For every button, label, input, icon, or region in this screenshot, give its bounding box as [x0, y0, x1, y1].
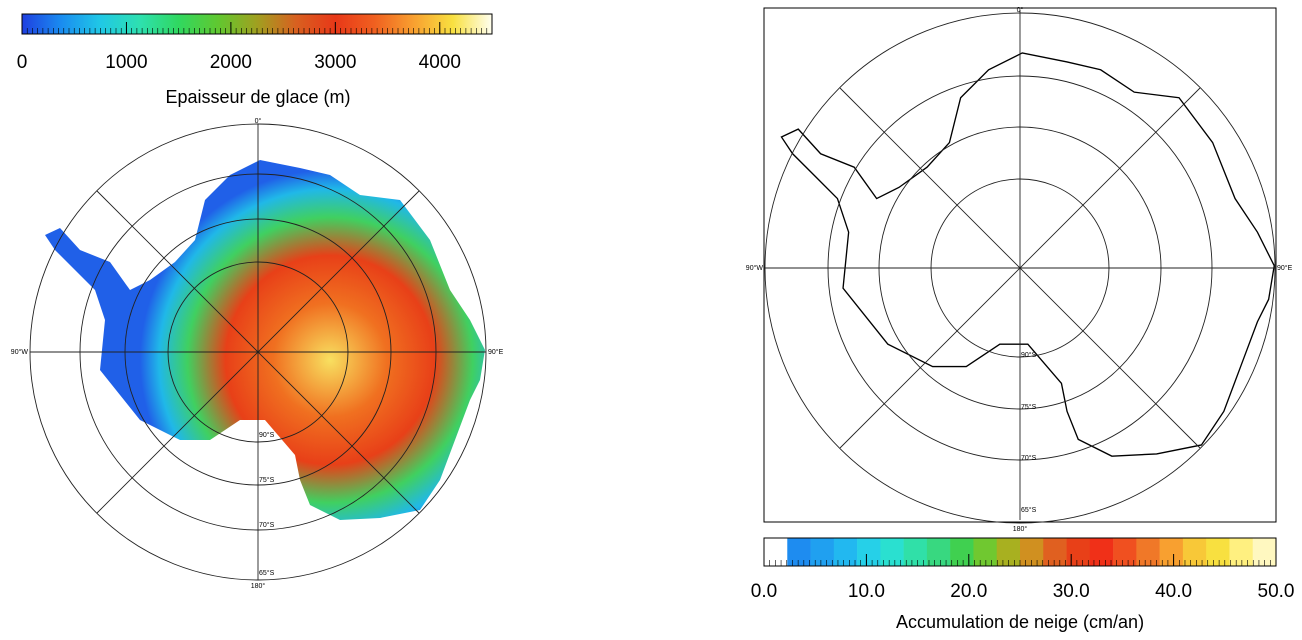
- latitude-label: 65°S: [1021, 506, 1037, 514]
- color-block: [1229, 538, 1253, 566]
- meridian-label: 90°E: [1277, 264, 1293, 272]
- tick-label: 1000: [105, 52, 147, 73]
- left-map: [30, 124, 486, 580]
- accumulation-field: [781, 53, 1274, 456]
- right-map: [764, 8, 1276, 523]
- meridian-label: 90°W: [746, 264, 764, 272]
- color-block: [1043, 538, 1067, 566]
- latitude-label: 90°S: [259, 431, 275, 439]
- latitude-label: 90°S: [1021, 351, 1037, 359]
- color-block: [904, 538, 928, 566]
- tick-label: 40.0: [1155, 581, 1192, 602]
- latitude-label: 75°S: [259, 476, 275, 484]
- tick-label: 20.0: [950, 581, 987, 602]
- color-block: [950, 538, 974, 566]
- latitude-label: 70°S: [259, 521, 275, 529]
- color-block: [1067, 538, 1091, 566]
- color-block: [811, 538, 835, 566]
- colorbar-title: Accumulation de neige (cm/an): [896, 612, 1144, 632]
- latitude-label: 65°S: [259, 569, 275, 577]
- color-block: [834, 538, 858, 566]
- figure: 01000200030004000Epaisseur de glace (m)0…: [0, 0, 1302, 640]
- color-block: [1206, 538, 1230, 566]
- meridian-label: 90°E: [488, 348, 504, 356]
- meridian-label: 180°: [251, 582, 266, 590]
- meridian-label: 0°: [255, 117, 262, 125]
- color-block: [1160, 538, 1184, 566]
- colorbar: 0.0 10.0 20.0 30.0 40.0 50.0 Accumulation de n…: [751, 538, 1295, 632]
- tick-label: 0.0: [751, 581, 777, 602]
- meridian-label: 90°W: [11, 348, 29, 356]
- tick-label: 0: [17, 52, 28, 73]
- color-block: [1183, 538, 1207, 566]
- latitude-label: 70°S: [1021, 454, 1037, 462]
- tick-label: 2000: [210, 52, 252, 73]
- meridian-label: 0°: [1017, 6, 1024, 14]
- colorbar-title: Epaisseur de glace (m): [165, 87, 350, 107]
- meridian-label: 180°: [1013, 525, 1028, 533]
- colorbar: 0 1000 2000 3000 4000 Epaisseur de glace (m): [17, 14, 492, 107]
- tick-label: 4000: [419, 52, 461, 73]
- latitude-label: 75°S: [1021, 403, 1037, 411]
- color-block: [1090, 538, 1114, 566]
- tick-label: 30.0: [1053, 581, 1090, 602]
- color-block: [1020, 538, 1044, 566]
- color-block: [927, 538, 951, 566]
- color-block: [787, 538, 811, 566]
- ice-thickness-field: [45, 160, 485, 520]
- color-block: [764, 538, 788, 566]
- tick-label: 3000: [314, 52, 356, 73]
- tick-label: 10.0: [848, 581, 885, 602]
- color-block: [973, 538, 997, 566]
- tick-label: 50.0: [1258, 581, 1295, 602]
